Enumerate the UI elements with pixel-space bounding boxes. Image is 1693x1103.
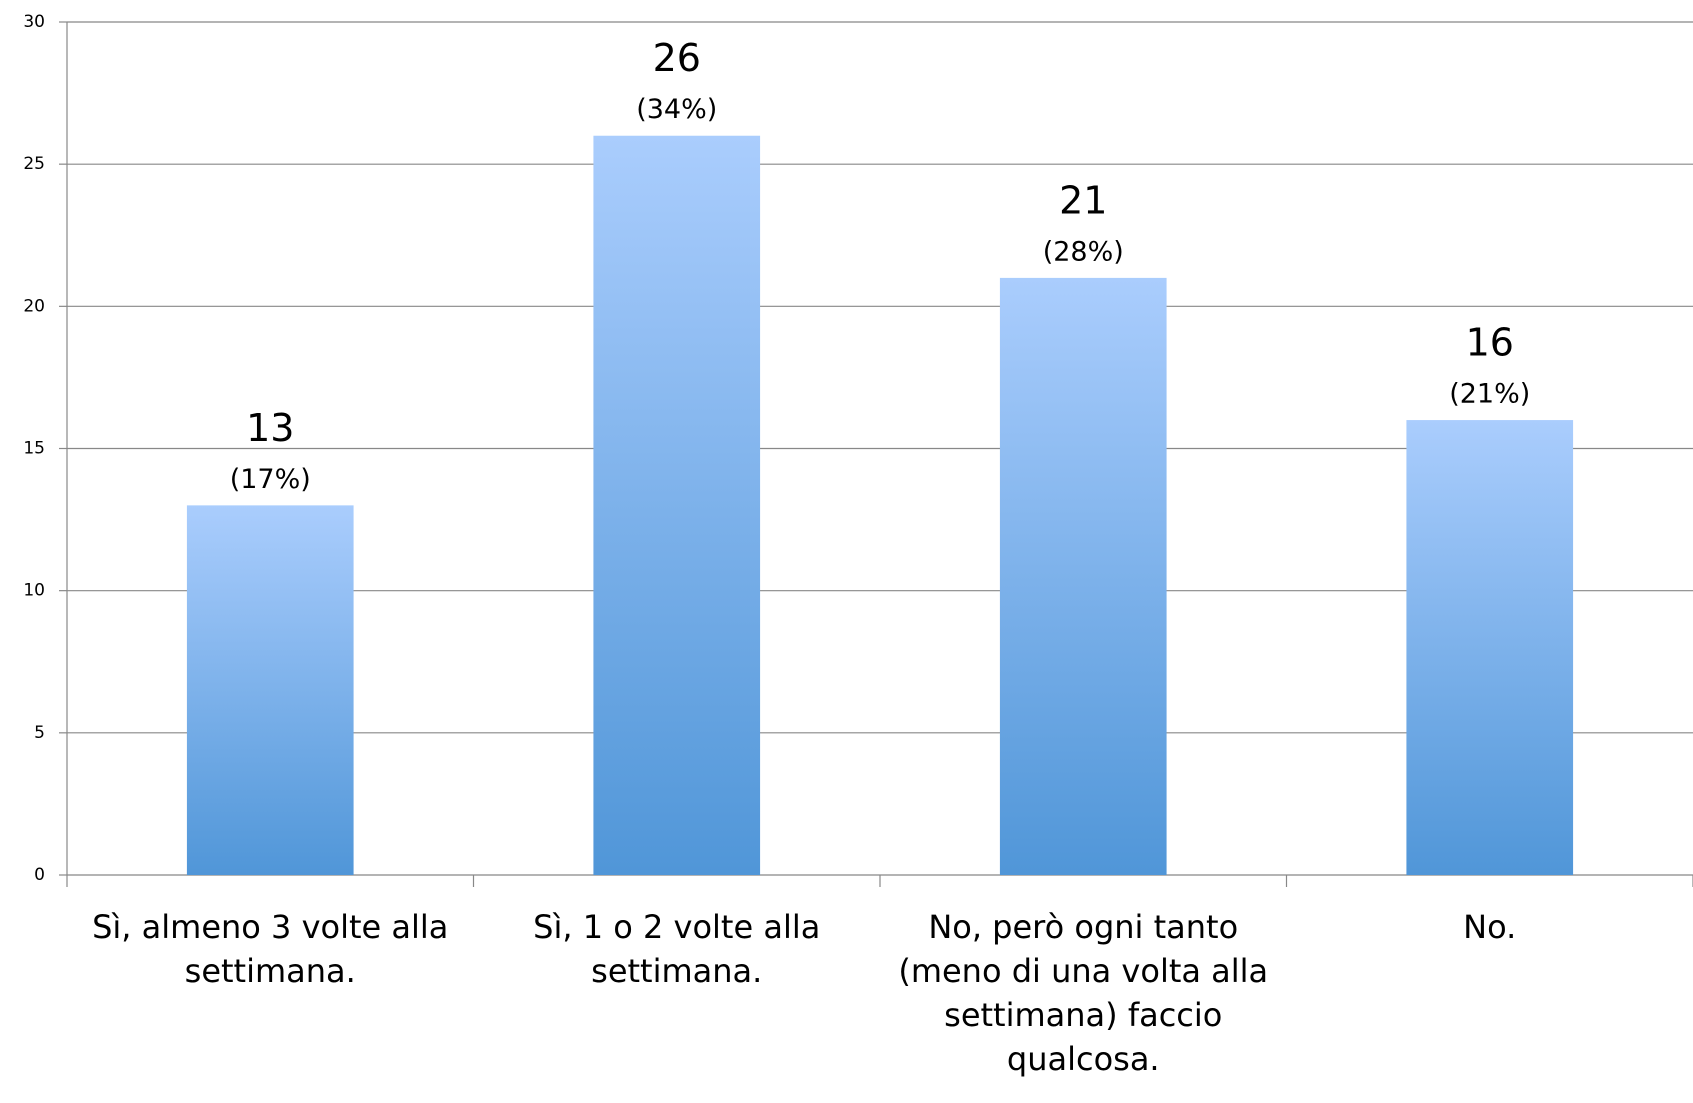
percent-label: (34%) bbox=[636, 94, 717, 125]
percent-label: (21%) bbox=[1449, 379, 1530, 410]
y-tick-label: 25 bbox=[23, 154, 45, 174]
x-tick-label: No, però ogni tanto (meno di una volta a… bbox=[898, 908, 1269, 1078]
percent-label: (28%) bbox=[1043, 236, 1124, 267]
y-tick-label: 15 bbox=[23, 439, 45, 459]
y-tick-label: 5 bbox=[34, 723, 45, 743]
x-tick-label: No. bbox=[1463, 908, 1517, 946]
bar bbox=[593, 135, 761, 875]
bar bbox=[999, 277, 1167, 875]
y-tick-label: 0 bbox=[34, 865, 45, 885]
value-label: 13 bbox=[246, 406, 294, 450]
x-tick-label: Sì, almeno 3 volte alla settimana. bbox=[92, 908, 449, 990]
y-tick-label: 20 bbox=[23, 296, 45, 316]
value-label: 26 bbox=[653, 36, 701, 80]
x-tick-label: Sì, 1 o 2 volte alla settimana. bbox=[533, 908, 821, 990]
value-label: 21 bbox=[1059, 178, 1107, 222]
value-label: 16 bbox=[1466, 321, 1514, 365]
bar bbox=[186, 505, 354, 875]
y-tick-label: 30 bbox=[23, 12, 45, 32]
y-tick-label: 10 bbox=[23, 581, 45, 601]
percent-label: (17%) bbox=[230, 464, 311, 495]
bar bbox=[1406, 420, 1574, 875]
